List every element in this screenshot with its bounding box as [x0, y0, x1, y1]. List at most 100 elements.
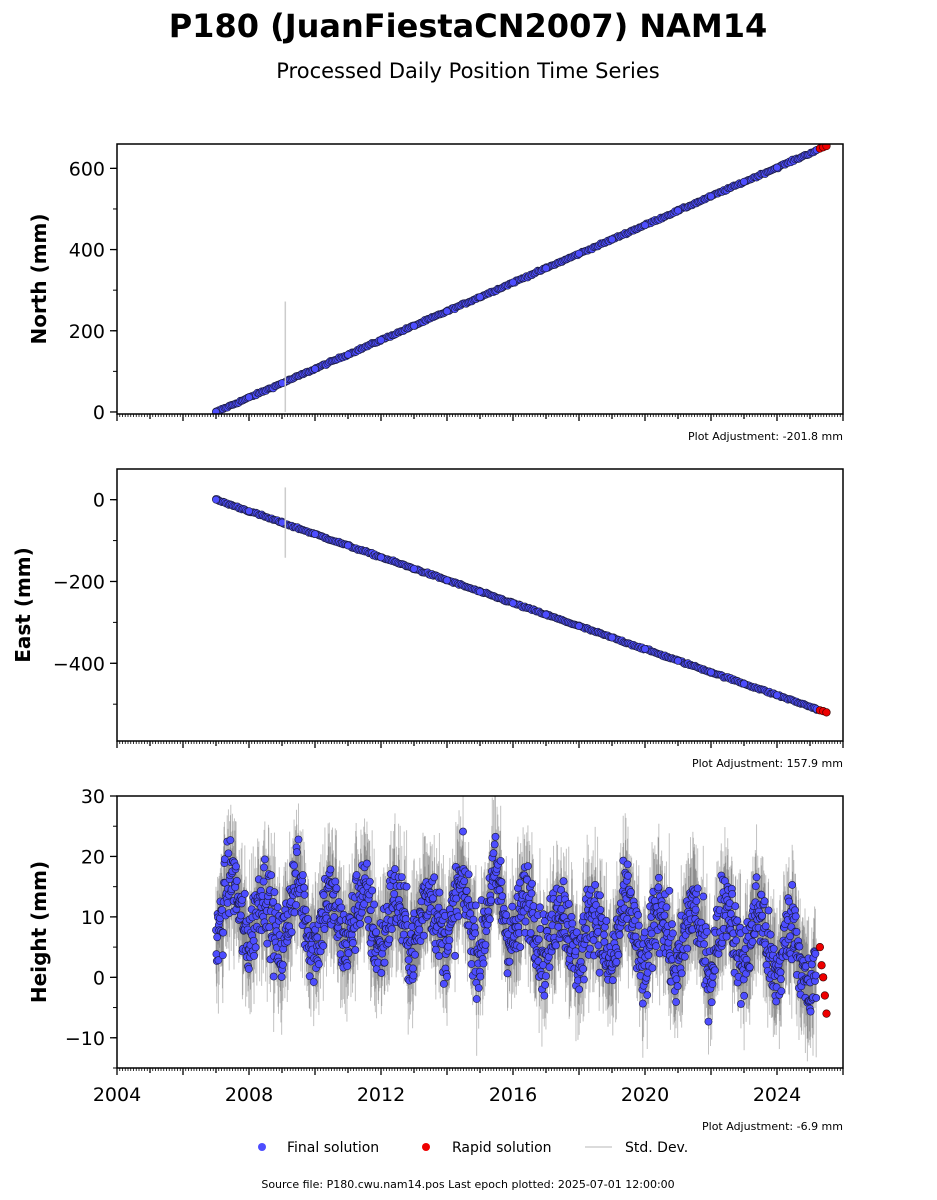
final-point — [273, 903, 282, 912]
final-point — [672, 975, 681, 984]
y-axis-label: East (mm) — [11, 547, 35, 663]
final-point — [344, 949, 353, 958]
final-point — [707, 668, 715, 677]
final-point — [443, 972, 451, 981]
final-point — [526, 929, 535, 937]
final-point — [349, 939, 357, 947]
final-point — [390, 889, 399, 898]
final-point — [471, 901, 480, 910]
final-point — [509, 599, 517, 608]
final-point — [542, 264, 550, 273]
final-point — [502, 911, 511, 919]
final-point — [575, 622, 583, 630]
final-point — [490, 840, 499, 849]
final-point — [269, 972, 278, 981]
final-point — [404, 955, 413, 964]
final-point — [444, 942, 453, 951]
final-point — [287, 928, 296, 936]
final-point — [290, 861, 298, 870]
final-point — [608, 976, 617, 985]
final-point — [476, 972, 485, 981]
final-point — [503, 969, 512, 978]
final-point — [320, 925, 329, 933]
final-point — [505, 957, 514, 966]
y-tick-label: 600 — [69, 158, 105, 180]
final-point — [594, 941, 603, 950]
y-tick-label: −400 — [53, 653, 105, 675]
final-point — [521, 917, 530, 926]
final-point — [541, 980, 550, 989]
final-point — [434, 903, 443, 912]
final-point — [591, 880, 600, 889]
rapid-point — [822, 708, 831, 717]
final-point — [638, 999, 647, 1008]
final-point — [278, 960, 287, 969]
plot-frame — [116, 468, 844, 742]
final-point — [469, 915, 478, 924]
final-point — [315, 960, 323, 969]
plot-area — [212, 487, 831, 717]
final-point — [332, 884, 341, 893]
final-point — [368, 886, 377, 895]
final-solution-points — [212, 827, 821, 1026]
final-point — [674, 206, 682, 215]
y-tick-label: −200 — [53, 571, 105, 593]
final-point — [265, 923, 274, 932]
final-point — [516, 943, 525, 951]
final-point — [377, 336, 385, 345]
final-point — [467, 960, 476, 968]
final-point — [300, 890, 309, 899]
final-point — [479, 959, 488, 968]
final-point — [572, 928, 581, 937]
final-point — [596, 891, 604, 900]
final-point — [240, 889, 249, 898]
final-point — [665, 886, 674, 895]
final-point — [311, 365, 319, 373]
final-point — [472, 995, 481, 1003]
final-point — [365, 877, 374, 886]
final-point — [652, 942, 660, 951]
final-point — [250, 951, 258, 960]
final-point — [624, 871, 632, 880]
final-point — [614, 951, 623, 959]
final-point — [575, 249, 583, 258]
final-point — [740, 679, 748, 688]
y-tick-label: 200 — [69, 321, 105, 343]
final-point — [313, 933, 322, 942]
final-point — [344, 350, 352, 359]
final-point — [571, 947, 580, 956]
final-point — [643, 991, 652, 999]
final-point — [277, 973, 286, 981]
final-point — [589, 936, 598, 945]
final-point — [380, 958, 389, 967]
final-point — [481, 940, 490, 949]
final-point — [270, 888, 279, 897]
plot-area — [212, 144, 831, 414]
final-point — [292, 848, 301, 857]
final-point — [529, 902, 538, 911]
rapid-point — [822, 144, 831, 151]
final-point — [232, 876, 241, 885]
final-point — [536, 925, 545, 933]
plot-adjustment-text: Plot Adjustment: 157.9 mm — [692, 757, 843, 770]
final-point — [260, 855, 269, 864]
final-point — [773, 691, 781, 700]
final-point — [219, 928, 228, 937]
final-point — [409, 971, 418, 980]
final-point — [377, 969, 386, 977]
final-point — [608, 633, 616, 642]
final-point — [460, 877, 469, 886]
final-point — [536, 903, 544, 912]
y-tick-label: 0 — [93, 490, 105, 512]
final-point — [623, 860, 632, 869]
final-point — [356, 919, 365, 928]
final-point — [263, 939, 272, 948]
final-point — [410, 321, 418, 330]
final-point — [435, 952, 443, 960]
final-point — [331, 877, 340, 886]
final-point — [344, 541, 352, 550]
final-solution-points — [212, 146, 821, 414]
y-tick-label: 400 — [69, 240, 105, 262]
final-point — [410, 564, 418, 573]
